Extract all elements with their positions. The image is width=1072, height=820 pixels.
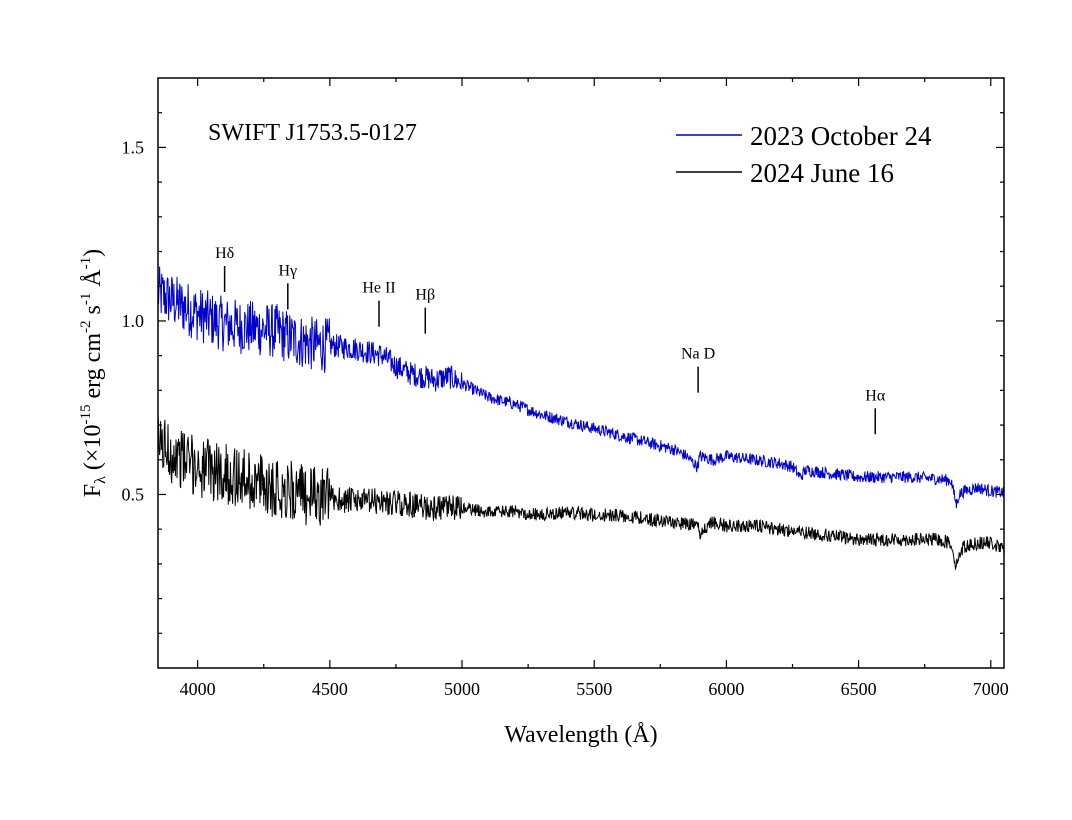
x-tick-label: 6500 <box>841 679 877 699</box>
x-axis: 4000 4500 5000 5500 6000 6500 7000 <box>180 78 1009 699</box>
y-tick-label: 0.5 <box>122 484 145 504</box>
chart-title: SWIFT J1753.5-0127 <box>208 120 417 146</box>
y-axis-title-part2: erg cm <box>80 333 106 405</box>
x-tick-label: 6000 <box>708 679 744 699</box>
y-axis-title-sup3: -1 <box>78 293 94 306</box>
y-axis-title-part1: (×10 <box>80 425 106 477</box>
series-lines <box>157 266 1005 571</box>
x-tick-label: 7000 <box>973 679 1009 699</box>
y-axis-title-part3: s <box>80 305 106 320</box>
annotation-label: Hβ <box>415 287 435 304</box>
x-axis-title: Wavelength (Å) <box>504 722 657 748</box>
annotation-label: Hα <box>865 387 886 404</box>
legend: 2023 October 24 2024 June 16 <box>676 121 932 188</box>
y-axis-title-f: F <box>80 484 106 497</box>
annotation-label: Na D <box>681 346 715 363</box>
legend-label-series-2: 2024 June 16 <box>750 158 894 188</box>
y-axis: 0.5 1.0 1.5 <box>122 112 1004 634</box>
x-tick-label: 4500 <box>312 679 348 699</box>
y-axis-title-part5: ) <box>80 249 106 257</box>
legend-label-series-1: 2023 October 24 <box>750 121 932 151</box>
series-line-1 <box>157 266 1005 509</box>
annotation-label: Hδ <box>215 245 234 262</box>
y-tick-label: 1.5 <box>122 137 145 157</box>
annotation-label: Hγ <box>278 262 297 279</box>
x-tick-label: 4000 <box>180 679 216 699</box>
x-tick-label: 5000 <box>444 679 480 699</box>
y-tick-label: 1.0 <box>122 311 145 331</box>
y-axis-title-part4: Å <box>80 269 106 293</box>
x-tick-label: 5500 <box>576 679 612 699</box>
plot-frame <box>157 77 1005 669</box>
annotation-label: He II <box>362 280 395 297</box>
y-axis-title-sup4: -1 <box>78 257 94 270</box>
y-axis-title: Fλ (×10-15 erg cm-2 s-1 Å-1) <box>78 249 109 497</box>
y-axis-title-sup1: -15 <box>78 405 94 425</box>
line-annotations: Hδ Hγ He II Hβ Na D Hα <box>215 245 886 435</box>
y-axis-title-sub: λ <box>92 476 109 484</box>
series-line-2 <box>157 415 1005 571</box>
y-axis-title-sup2: -2 <box>78 321 94 334</box>
